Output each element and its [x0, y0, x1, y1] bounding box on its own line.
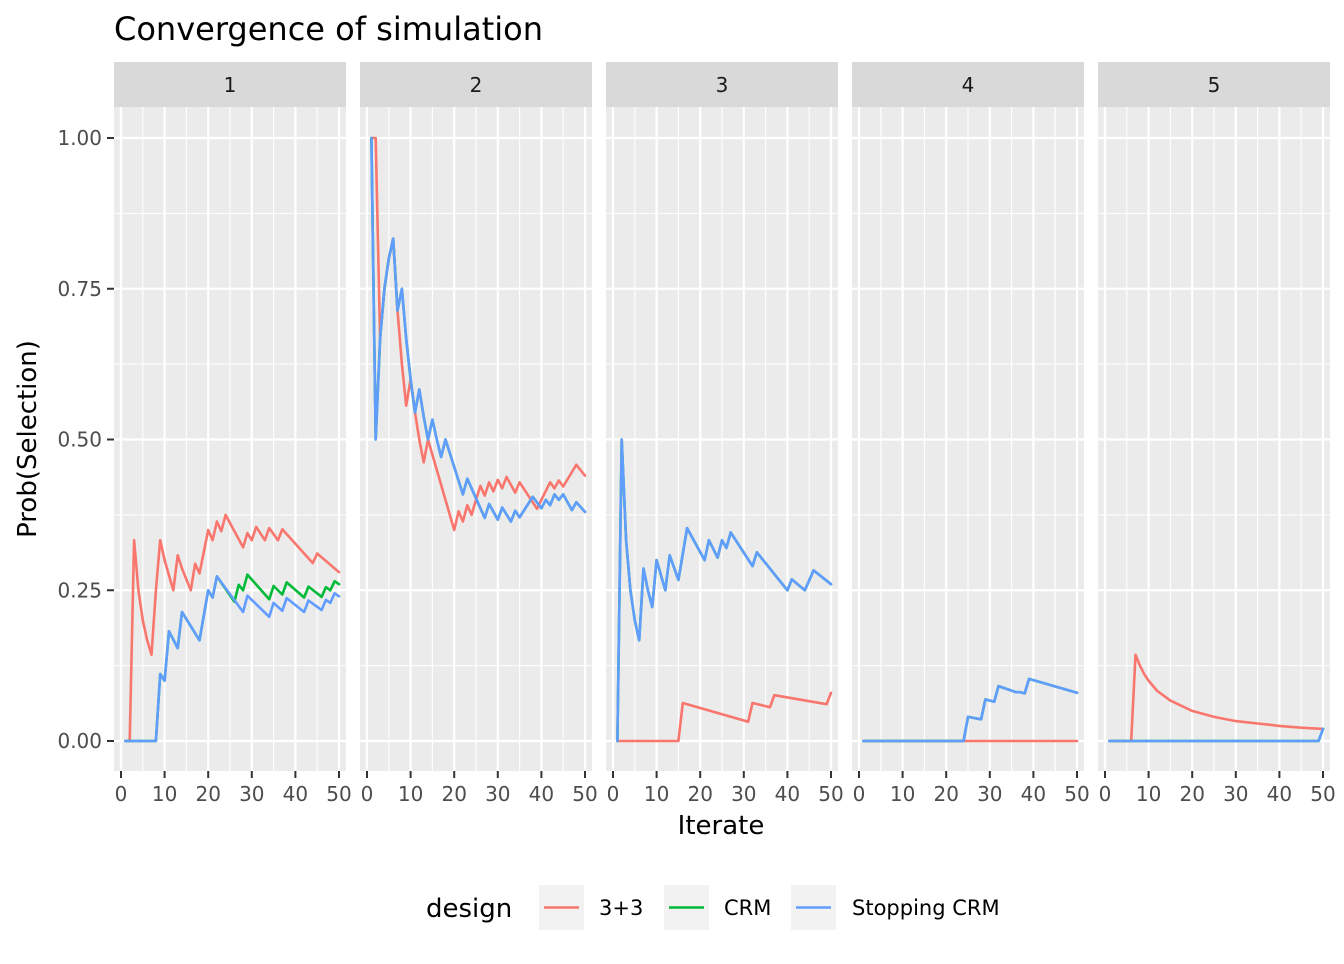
facet-strip [852, 62, 1084, 107]
legend-label: Stopping CRM [852, 896, 1000, 920]
y-tick-label: 1.00 [57, 126, 102, 150]
y-tick-label: 0.25 [57, 578, 102, 602]
facet-strip-label: 5 [1208, 73, 1221, 97]
y-axis-title: Prob(Selection) [13, 340, 43, 538]
x-tick-label: 50 [818, 782, 843, 806]
x-tick-label: 0 [1099, 782, 1112, 806]
facet-panel-3: 30 10 20 30 40 50 [606, 62, 844, 806]
facet-strip [360, 62, 592, 107]
x-tick-label: 30 [977, 782, 1002, 806]
x-tick-label: 50 [1310, 782, 1335, 806]
y-tick-label: 0.50 [57, 428, 102, 452]
x-tick-label: 50 [326, 782, 351, 806]
facet-panel-1: 10 10 20 30 40 50 [114, 62, 352, 806]
facet-strip [606, 62, 838, 107]
series-line-3-3 [1108, 653, 1325, 743]
x-tick-label: 50 [572, 782, 597, 806]
facet-strip-label: 3 [716, 73, 729, 97]
legend-title: design [426, 894, 512, 924]
x-tick-label: 40 [529, 782, 554, 806]
series-line-stopping-crm [862, 677, 1079, 743]
series-line-stopping-crm [370, 136, 587, 523]
x-tick-label: 40 [283, 782, 308, 806]
x-axis-title: Iterate [678, 811, 765, 841]
legend-label: 3+3 [599, 896, 643, 920]
x-tick-label: 30 [239, 782, 264, 806]
x-tick-label: 0 [115, 782, 128, 806]
x-tick-label: 50 [1064, 782, 1089, 806]
x-tick-label: 20 [1179, 782, 1204, 806]
x-tick-label: 30 [1223, 782, 1248, 806]
facet-panel-4: 40 10 20 30 40 50 [852, 62, 1090, 806]
facet-strip [1098, 62, 1330, 107]
facet-strip-label: 2 [470, 73, 483, 97]
x-tick-label: 0 [607, 782, 620, 806]
x-tick-label: 10 [152, 782, 177, 806]
x-tick-label: 0 [361, 782, 374, 806]
x-tick-label: 30 [485, 782, 510, 806]
x-tick-label: 40 [1021, 782, 1046, 806]
x-tick-label: 20 [687, 782, 712, 806]
facet-strip-label: 4 [962, 73, 975, 97]
x-tick-label: 10 [890, 782, 915, 806]
y-tick-label: 0.00 [57, 729, 102, 753]
series-line-stopping-crm [1108, 727, 1325, 743]
series-line-3-3 [124, 513, 341, 743]
x-tick-label: 0 [853, 782, 866, 806]
x-tick-label: 20 [441, 782, 466, 806]
facet-strip-label: 1 [224, 73, 237, 97]
chart-title: Convergence of simulation [114, 10, 543, 48]
facet-strip [114, 62, 346, 107]
x-tick-label: 40 [775, 782, 800, 806]
legend-label: CRM [724, 896, 771, 920]
x-tick-label: 20 [933, 782, 958, 806]
x-tick-label: 20 [195, 782, 220, 806]
series-line-3-3 [616, 691, 833, 743]
series-line-stopping-crm [124, 575, 341, 743]
x-tick-label: 10 [1136, 782, 1161, 806]
facet-panel-5: 50 10 20 30 40 50 [1098, 62, 1336, 806]
x-tick-label: 30 [731, 782, 756, 806]
facet-panel-2: 20 10 20 30 40 50 [360, 62, 598, 806]
legend: design 3+3 CRM Stopping CRM [426, 885, 1000, 930]
y-tick-label: 0.75 [57, 277, 102, 301]
series-line-stopping-crm [616, 438, 833, 743]
x-tick-label: 10 [644, 782, 669, 806]
x-tick-label: 40 [1267, 782, 1292, 806]
x-tick-label: 10 [398, 782, 423, 806]
